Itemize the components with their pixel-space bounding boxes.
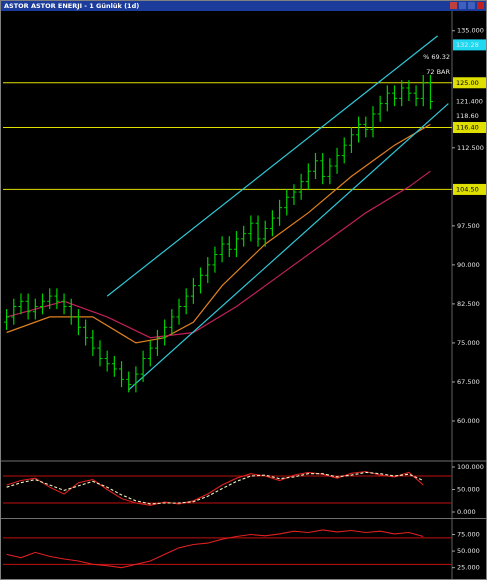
y-tick-label: 135.000 bbox=[457, 27, 484, 35]
price-label: 121.400 bbox=[456, 97, 483, 105]
y-tick-label: 60.000 bbox=[457, 417, 480, 425]
price-label-box bbox=[453, 95, 486, 107]
price-label-box bbox=[453, 110, 486, 122]
price-label-box bbox=[453, 39, 486, 51]
y-tick-label: 100.000 bbox=[457, 463, 484, 471]
price-label: 118.60 bbox=[456, 112, 479, 120]
y-tick-label: 75.000 bbox=[457, 339, 480, 347]
price-label: 132.28 bbox=[456, 41, 479, 49]
chart-title: ASTOR ASTOR ENERJI - 1 Günlük (1d) bbox=[4, 2, 139, 10]
window-controls[interactable] bbox=[450, 2, 484, 9]
title-bar bbox=[0, 0, 487, 11]
close-button[interactable] bbox=[477, 2, 484, 9]
y-tick-label: 67.500 bbox=[457, 378, 480, 386]
annotation: 72 BAR bbox=[426, 68, 450, 76]
y-tick-label: 90.000 bbox=[457, 261, 480, 269]
maximize-button[interactable] bbox=[468, 2, 475, 9]
y-tick-label: 50.000 bbox=[457, 486, 480, 494]
y-tick-label: 50.000 bbox=[457, 547, 480, 555]
y-tick-label: 75.000 bbox=[457, 531, 480, 539]
minimize-button[interactable] bbox=[450, 2, 457, 9]
level-label-box bbox=[453, 183, 486, 195]
y-tick-label: 25.000 bbox=[457, 564, 480, 572]
overlay-line bbox=[6, 123, 431, 344]
restore-button[interactable] bbox=[459, 2, 466, 9]
y-tick-label: 112.500 bbox=[457, 144, 484, 152]
level-label: 104.50 bbox=[456, 185, 479, 193]
indicator-line bbox=[6, 529, 424, 569]
indicator-line bbox=[6, 471, 424, 505]
overlay-line bbox=[128, 103, 449, 391]
level-label-box bbox=[453, 122, 486, 134]
overlay-line bbox=[6, 170, 431, 339]
indicator-line bbox=[6, 470, 424, 506]
level-label-box bbox=[453, 77, 486, 89]
level-label: 125.00 bbox=[456, 79, 479, 87]
y-tick-label: 97.500 bbox=[457, 222, 480, 230]
annotation: % 69.32 bbox=[423, 53, 450, 61]
overlay-line bbox=[106, 35, 438, 297]
level-label: 116.40 bbox=[456, 124, 479, 132]
y-tick-label: 0.000 bbox=[457, 508, 476, 516]
y-tick-label: 82.500 bbox=[457, 300, 480, 308]
